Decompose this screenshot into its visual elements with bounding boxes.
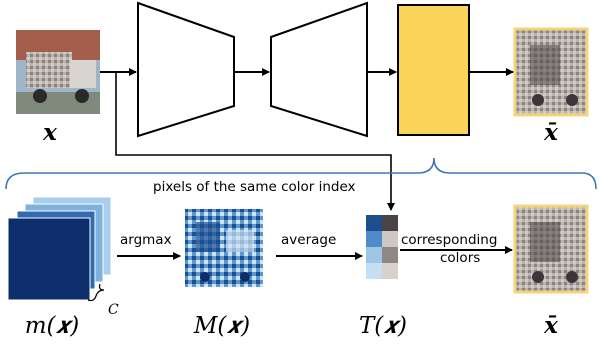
palette-tile [366, 231, 382, 247]
x-bottom-label: x̄ [543, 312, 558, 339]
c-label: C [108, 302, 119, 318]
x-input-label: 𝒙 [42, 119, 57, 146]
c-brace [87, 283, 105, 302]
T-x-label: T(𝒙) [359, 313, 407, 339]
palette-tile [382, 215, 398, 231]
stacked-maps [7, 196, 112, 301]
palette-tile [366, 215, 382, 231]
skip-connection-line [115, 72, 395, 211]
output-image-top [513, 27, 589, 117]
curly-brace [5, 157, 597, 190]
average-label: average [281, 232, 336, 248]
palette-tile [366, 247, 382, 263]
decoder-block [270, 1, 368, 138]
palette-tile [366, 263, 382, 279]
output-image-bottom [513, 204, 589, 294]
index-map-image [185, 209, 263, 287]
input-image [16, 30, 100, 114]
palette-table [366, 215, 398, 279]
palette-tile [382, 263, 398, 279]
pixels-same-index-label: pixels of the same color index [153, 179, 356, 195]
palette-tile [382, 247, 398, 263]
m-x-label: m(𝒙) [25, 313, 80, 339]
x-output-label: x̄ [543, 119, 558, 146]
corresponding-label: corresponding [401, 232, 497, 248]
colors-label: colors [440, 250, 480, 266]
argmax-label: argmax [120, 232, 172, 248]
color-palette-block [397, 4, 470, 136]
M-x-label: M(𝒙) [193, 313, 250, 339]
palette-tile [382, 231, 398, 247]
encoder-block [137, 1, 235, 138]
